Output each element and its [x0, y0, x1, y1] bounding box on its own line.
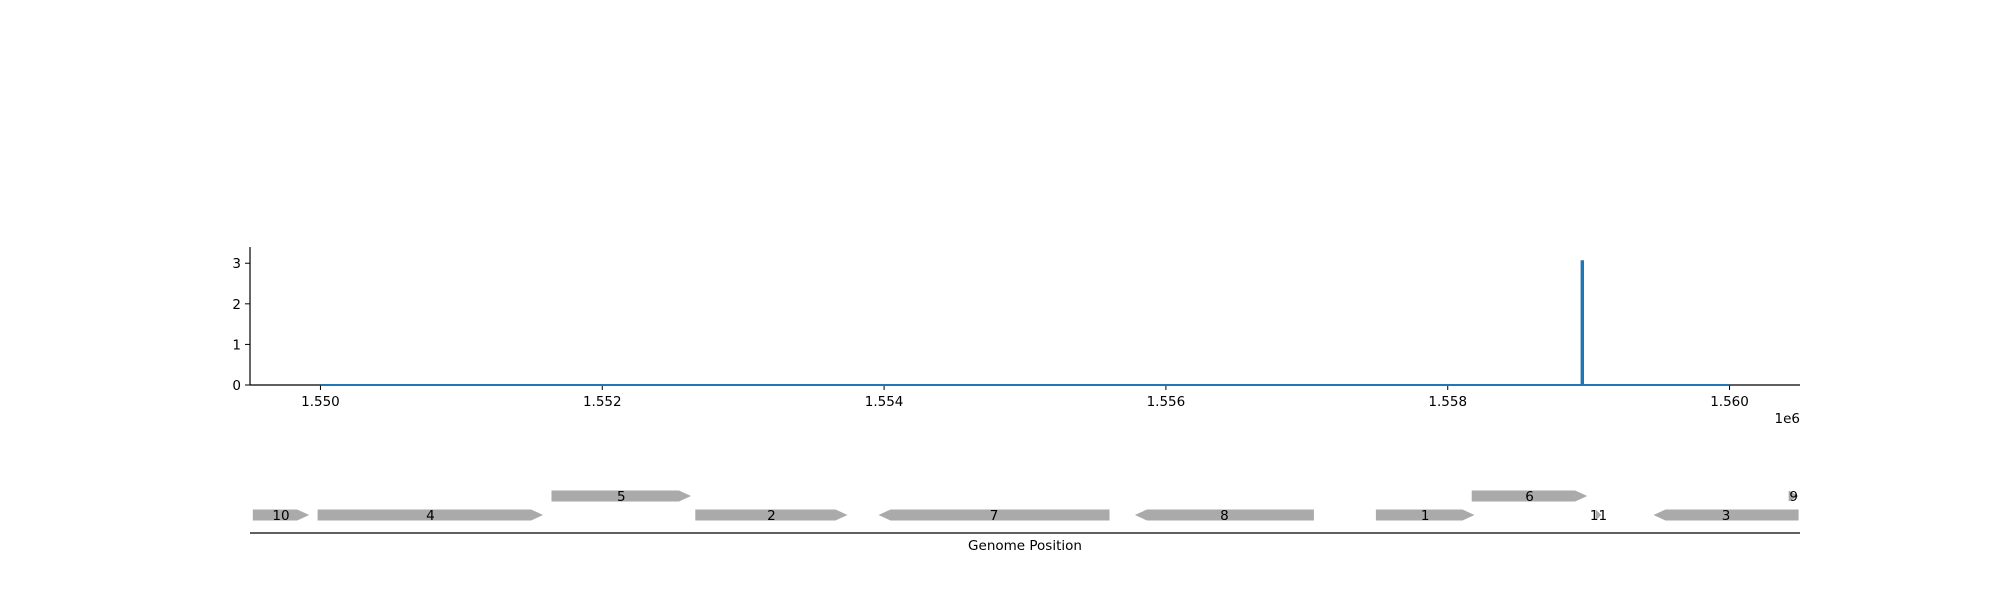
- gene-label-11: 11: [1590, 508, 1607, 524]
- x-axis-offset-label: 1e6: [1775, 411, 1800, 427]
- gene-label-3: 3: [1722, 508, 1731, 524]
- x-tick-label: 1.556: [1147, 394, 1186, 410]
- gene-arrow-6: [1471, 490, 1588, 502]
- gene-arrow-2: [695, 509, 848, 521]
- y-tick-label: 2: [232, 297, 241, 313]
- gene-arrow-3: [1653, 509, 1799, 521]
- gene-label-5: 5: [617, 489, 626, 505]
- gene-label-2: 2: [767, 508, 776, 524]
- x-tick-label: 1.554: [865, 394, 904, 410]
- gene-map-x-axis-title: Genome Position: [968, 538, 1082, 554]
- gene-label-8: 8: [1220, 508, 1229, 524]
- gene-arrow-11: [1595, 509, 1602, 521]
- coverage-series-line: [320, 260, 1730, 386]
- gene-label-10: 10: [272, 508, 289, 524]
- gene-arrow-10: [252, 509, 310, 521]
- gene-map: 10 4 5 2 7 8 1 6 11 3 9 Genome Position: [250, 489, 1800, 554]
- x-tick-label: 1.550: [301, 394, 340, 410]
- gene-arrows: 10 4 5 2 7 8 1 6 11 3 9: [252, 489, 1799, 524]
- y-axis-ticks: 0 1 2 3: [232, 256, 250, 394]
- x-tick-label: 1.558: [1428, 394, 1467, 410]
- x-tick-label: 1.552: [583, 394, 622, 410]
- gene-arrow-9: [1788, 490, 1799, 502]
- gene-arrow-1: [1375, 509, 1475, 521]
- gene-arrow-4: [317, 509, 544, 521]
- gene-label-6: 6: [1525, 489, 1534, 505]
- x-axis-ticks: 1.550 1.552 1.554 1.556 1.558 1.560: [301, 385, 1749, 410]
- gene-arrow-5: [551, 490, 691, 502]
- gene-arrow-7: [878, 509, 1110, 521]
- gene-label-1: 1: [1421, 508, 1430, 524]
- y-tick-label: 3: [232, 256, 241, 272]
- gene-label-9: 9: [1789, 489, 1798, 505]
- y-tick-label: 0: [232, 378, 241, 394]
- y-tick-label: 1: [232, 337, 241, 353]
- x-tick-label: 1.560: [1710, 394, 1749, 410]
- gene-label-7: 7: [990, 508, 999, 524]
- gene-arrow-8: [1134, 509, 1314, 521]
- gene-label-4: 4: [426, 508, 435, 524]
- coverage-plot: 0 1 2 3 1.550 1.552 1.554 1.556 1.558 1.560 1e6: [232, 247, 1800, 427]
